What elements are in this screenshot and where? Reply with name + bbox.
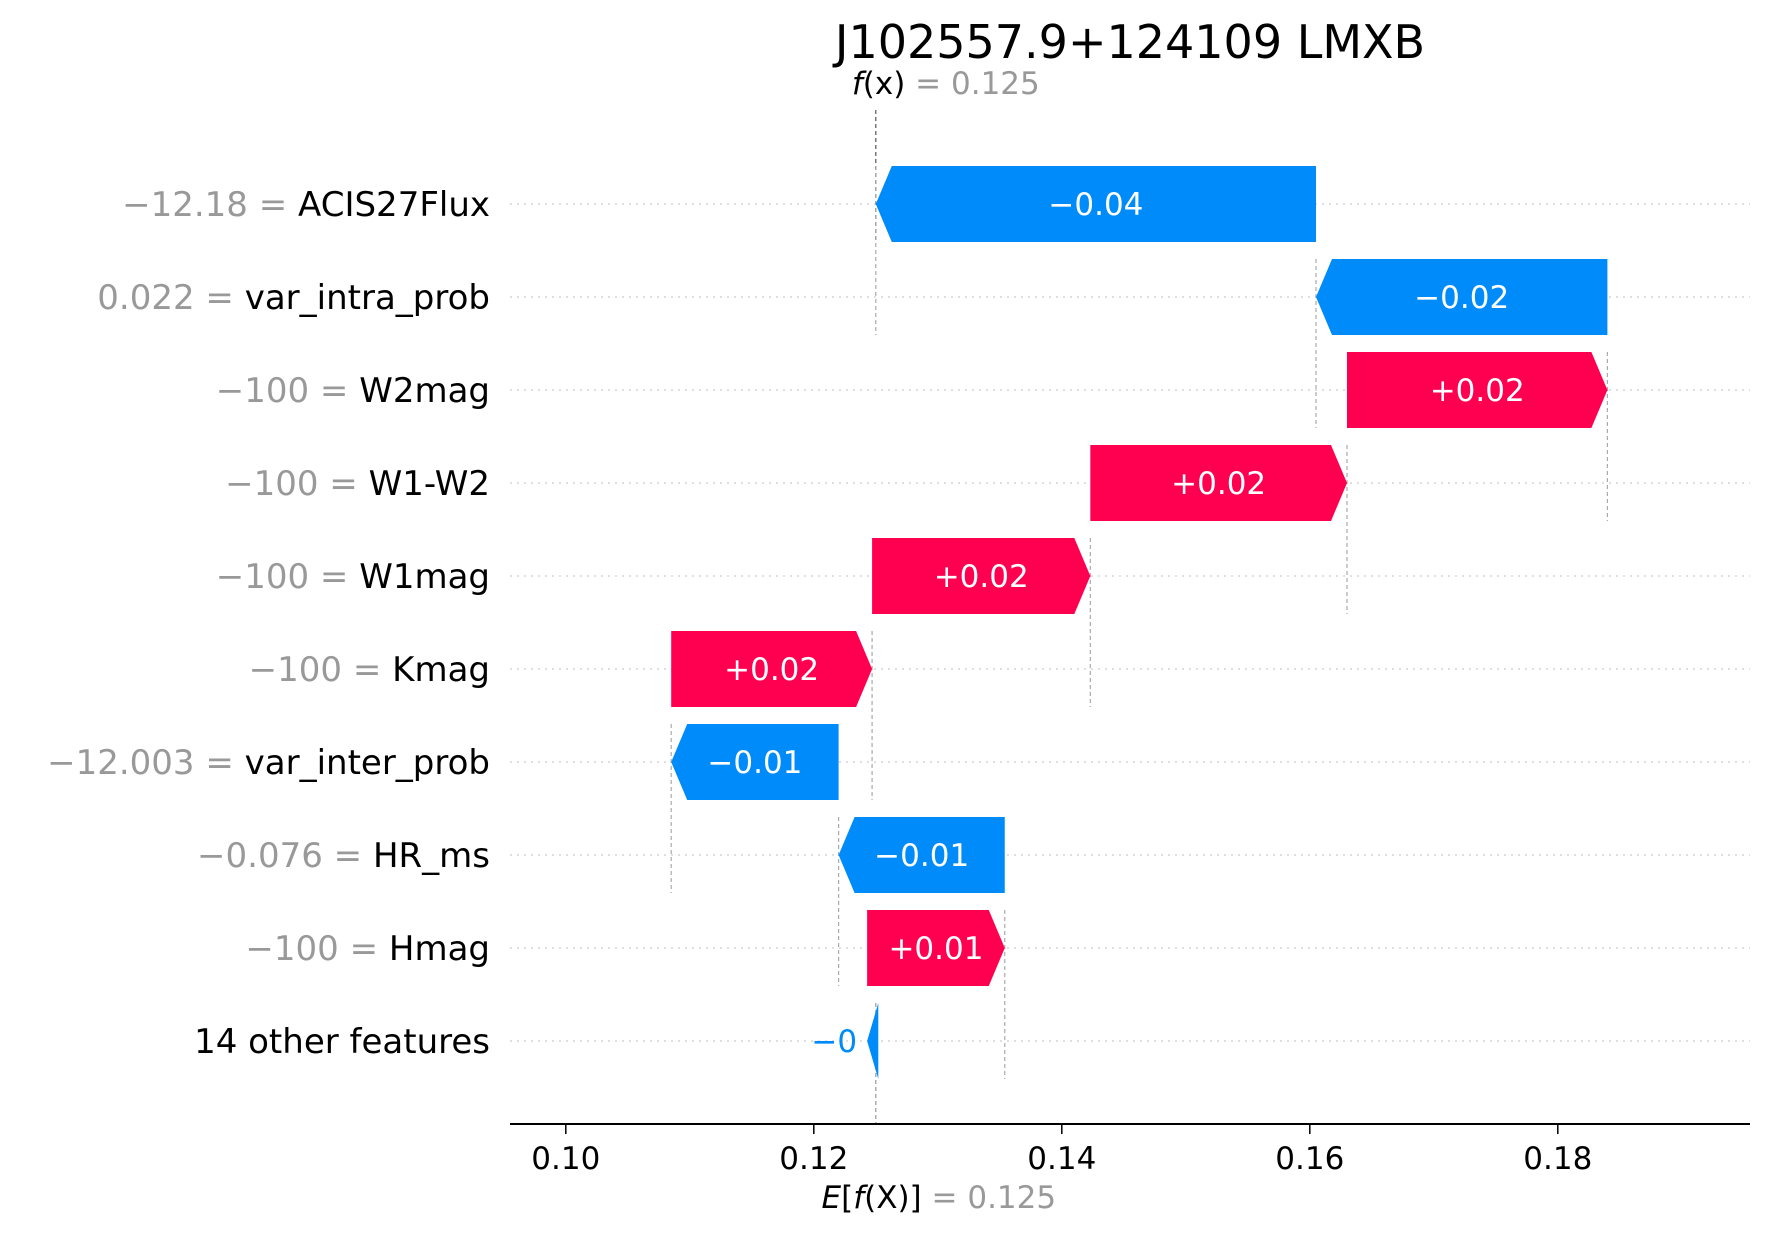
- feature-label: −100 = W1mag: [216, 557, 490, 597]
- feature-label: −100 = W2mag: [216, 371, 490, 411]
- x-axis: 0.10 0.12 0.14 0.16 0.18: [510, 1123, 1750, 1177]
- bar-value-label: +0.02: [1430, 373, 1525, 409]
- x-tick-label: 0.12: [779, 1141, 848, 1177]
- fx-eq: =: [905, 66, 951, 102]
- x-tick-label: 0.16: [1275, 1141, 1344, 1177]
- feature-label: 0.022 = var_intra_prob: [97, 278, 490, 318]
- feature-label: −0.076 = HR_ms: [197, 836, 490, 876]
- feature-value: −100 =: [249, 650, 393, 690]
- feature-value: −100 =: [216, 557, 360, 597]
- bar-value-label: +0.02: [1171, 466, 1266, 502]
- connector-lines: [670, 110, 1609, 1124]
- waterfall-bar: [1090, 445, 1347, 521]
- feature-label: −100 = Hmag: [245, 929, 490, 969]
- feature-value: −0.076 =: [197, 836, 373, 876]
- ex-e: E: [822, 1180, 842, 1216]
- bar-value-label: −0.01: [707, 745, 802, 781]
- feature-name: var_intra_prob: [245, 278, 490, 318]
- waterfall-bar: [838, 817, 1005, 893]
- feature-name: W2mag: [359, 371, 490, 411]
- bar-value-label: +0.02: [724, 652, 819, 688]
- feature-value: −12.003 =: [47, 743, 245, 783]
- feature-label: −100 = W1-W2: [225, 464, 490, 504]
- waterfall-bar: [1347, 352, 1608, 428]
- waterfall-bar: [671, 631, 873, 707]
- feature-name: Hmag: [389, 929, 490, 969]
- fx-paren: (x): [863, 66, 906, 102]
- bar-value-label: +0.02: [934, 559, 1029, 595]
- feature-name: HR_ms: [373, 836, 490, 876]
- ex-value: 0.125: [967, 1180, 1056, 1216]
- chart-title: J102557.9+124109 LMXB: [832, 15, 1425, 69]
- bar-value-label: −0.01: [874, 838, 969, 874]
- ex-open: [: [841, 1180, 853, 1216]
- feature-label: −12.003 = var_inter_prob: [47, 743, 490, 783]
- waterfall-bar: [867, 1003, 879, 1079]
- feature-name: W1-W2: [369, 464, 490, 504]
- x-tick-label: 0.18: [1523, 1141, 1592, 1177]
- bar-value-label: −0.04: [1048, 187, 1143, 223]
- feature-name: Kmag: [392, 650, 490, 690]
- feature-value: 0.022 =: [97, 278, 244, 318]
- waterfall-bar: [875, 166, 1316, 242]
- feature-name: var_inter_prob: [245, 743, 490, 783]
- feature-value: −100 =: [225, 464, 369, 504]
- x-tick-label: 0.14: [1027, 1141, 1096, 1177]
- feature-value: −12.18 =: [122, 185, 298, 225]
- feature-label: −12.18 = ACIS27Flux: [122, 185, 490, 225]
- ex-eq: =: [922, 1180, 968, 1216]
- feature-name: 14 other features: [194, 1022, 490, 1062]
- x-tick-label: 0.10: [531, 1141, 600, 1177]
- feature-value: −100 =: [245, 929, 389, 969]
- fx-label: f(x) = 0.125: [852, 66, 1040, 102]
- feature-name: W1mag: [359, 557, 490, 597]
- bar-value-label: −0: [811, 1024, 857, 1060]
- waterfall-bar: [872, 538, 1091, 614]
- feature-labels: −12.18 = ACIS27Flux 0.022 = var_intra_pro…: [47, 185, 490, 1062]
- waterfall-bar: [867, 910, 1005, 986]
- bars: −0.04 −0.02 +0.02 +0.02 +0.02 +0.02 −0.01 −0.01…: [671, 166, 1608, 1079]
- feature-value: −100 =: [216, 371, 360, 411]
- bar-value-label: +0.01: [888, 931, 983, 967]
- feature-label: −100 = Kmag: [249, 650, 490, 690]
- feature-label: 14 other features: [194, 1022, 490, 1062]
- ex-rest: (X)]: [864, 1180, 922, 1216]
- feature-name: ACIS27Flux: [298, 185, 490, 225]
- ex-label: E[f(X)] = 0.125: [822, 1180, 1057, 1216]
- fx-value: 0.125: [951, 66, 1040, 102]
- waterfall-bar: [1316, 259, 1608, 335]
- bar-value-label: −0.02: [1414, 280, 1509, 316]
- waterfall-bar: [671, 724, 839, 800]
